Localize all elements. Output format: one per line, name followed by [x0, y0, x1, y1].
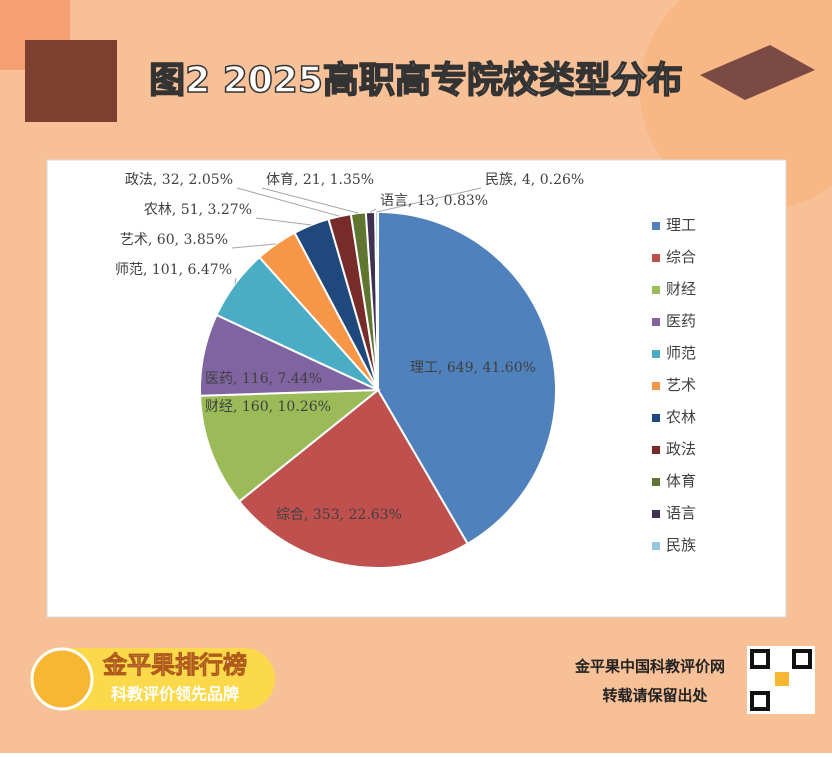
qr-code — [792, 649, 812, 669]
legend-swatch — [652, 286, 660, 294]
leader-line — [236, 187, 340, 217]
decor — [700, 45, 815, 100]
logo-pill — [30, 648, 275, 710]
pie-slice — [199, 388, 381, 503]
pie-slice — [377, 210, 557, 546]
leader-line — [261, 187, 359, 214]
legend-label: 师范 — [666, 344, 696, 362]
legend-label: 理工 — [666, 216, 696, 234]
legend-swatch — [652, 478, 660, 486]
data-label: 农林, 51, 3.27% — [144, 202, 252, 218]
legend-swatch — [652, 382, 660, 390]
data-label: 综合, 353, 22.63% — [276, 507, 402, 523]
brand-name: 金平果排行榜 — [102, 651, 247, 679]
legend-swatch — [652, 254, 660, 262]
leader-line — [370, 208, 377, 213]
pie-slice — [237, 388, 469, 569]
leader-line — [255, 217, 312, 226]
legend-label: 财经 — [666, 280, 696, 298]
brand-slogan: 科教评价领先品牌 — [111, 685, 239, 704]
data-label: 艺术, 60, 3.85% — [120, 232, 228, 248]
decor — [640, 0, 832, 210]
legend-label: 艺术 — [666, 376, 696, 394]
legend-swatch — [652, 542, 660, 550]
data-label: 政法, 32, 2.05% — [125, 172, 233, 188]
legend-swatch — [652, 446, 660, 454]
legend-swatch — [652, 414, 660, 422]
qr-code — [775, 672, 789, 686]
data-label: 财经, 160, 10.26% — [205, 399, 331, 415]
qr-code — [750, 691, 770, 711]
logo-icon — [30, 647, 94, 711]
qr-code — [750, 649, 770, 669]
legend-label: 语言 — [666, 504, 696, 522]
leader-line — [234, 277, 237, 285]
decor — [25, 40, 117, 122]
data-label: 师范, 101, 6.47% — [115, 261, 232, 278]
leader-line — [231, 243, 277, 249]
pie: 理工, 649, 41.60% 综合, 353, 22.63% 财经, 160, 1… — [115, 172, 584, 569]
legend-swatch — [652, 350, 660, 358]
leader-line — [376, 187, 482, 213]
data-label: 医药, 116, 7.44% — [205, 371, 322, 387]
legend-swatch — [652, 510, 660, 518]
legend-label: 农林 — [666, 408, 696, 426]
data-label: 语言, 13, 0.83% — [380, 193, 488, 209]
data-label: 体育, 21, 1.35% — [266, 172, 374, 188]
legend-label: 综合 — [666, 248, 696, 266]
legend-label: 民族 — [666, 536, 696, 554]
data-label: 理工, 649, 41.60% — [410, 360, 536, 376]
legend-swatch — [652, 222, 660, 230]
legend-label: 医药 — [666, 312, 696, 330]
legend-label: 体育 — [666, 472, 696, 490]
legend-swatch — [652, 318, 660, 326]
site-name: 金平果中国科教评价网 — [574, 658, 725, 676]
legend-label: 政法 — [666, 440, 696, 458]
data-label: 民族, 4, 0.26% — [485, 172, 584, 188]
chart-title: 图2 2025高职高专院校类型分布 — [149, 60, 683, 101]
notice: 转载请保留出处 — [602, 687, 708, 705]
